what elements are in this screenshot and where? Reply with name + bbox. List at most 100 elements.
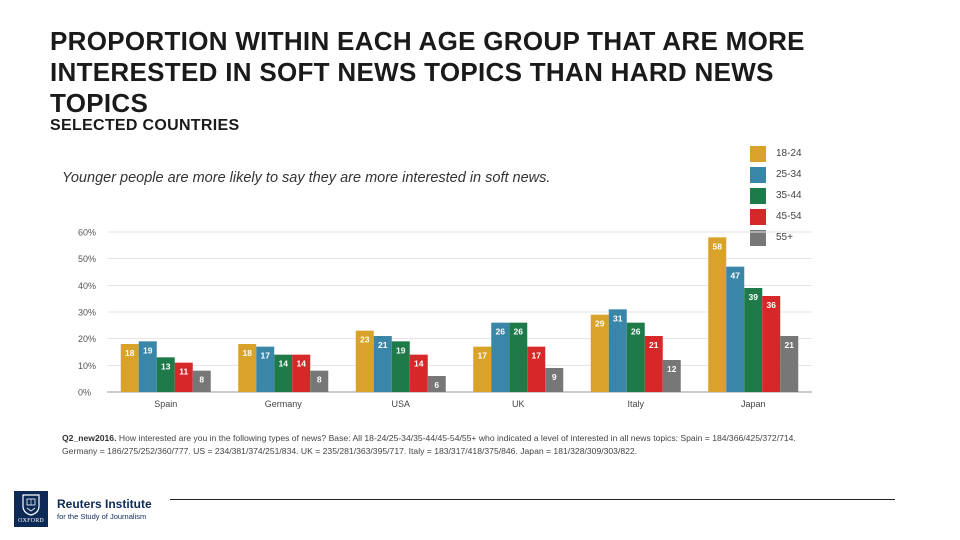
bar: [192, 370, 211, 392]
data-label: 11: [179, 367, 188, 377]
logo-subtitle: for the Study of Journalism: [57, 512, 147, 521]
bar: [174, 362, 193, 392]
bar: [427, 376, 446, 392]
x-category-label: USA: [391, 399, 410, 409]
data-label: 18: [243, 348, 253, 358]
x-category-label: UK: [512, 399, 525, 409]
data-label: 14: [414, 359, 424, 369]
bar: [491, 322, 510, 392]
bar: [590, 314, 609, 392]
data-label: 26: [514, 327, 524, 337]
data-label: 36: [767, 300, 777, 310]
x-category-label: Italy: [627, 399, 644, 409]
data-label: 21: [649, 340, 659, 350]
legend-item: 45-54: [750, 206, 802, 227]
y-tick-label: 20%: [78, 334, 96, 344]
bar: [256, 346, 275, 392]
legend-item: 18-24: [750, 143, 802, 164]
chart-title: PROPORTION WITHIN EACH AGE GROUP THAT AR…: [50, 26, 805, 118]
y-tick-label: 10%: [78, 361, 96, 371]
data-label: 29: [595, 319, 605, 329]
y-tick-label: 40%: [78, 281, 96, 291]
legend-swatch: [750, 166, 766, 183]
legend-item: 35-44: [750, 185, 802, 206]
bar: [626, 322, 645, 392]
data-label: 23: [360, 335, 370, 345]
bar: [373, 336, 392, 392]
data-label: 21: [785, 340, 795, 350]
data-label: 26: [631, 327, 641, 337]
footnote-text: How interested are you in the following …: [62, 433, 796, 456]
legend-item: 55+: [750, 227, 802, 248]
legend-swatch: [750, 187, 766, 204]
bar: [608, 309, 627, 392]
data-label: 31: [613, 313, 623, 323]
data-label: 6: [434, 380, 439, 390]
bar: [120, 344, 139, 392]
legend-swatch: [750, 229, 766, 246]
data-label: 58: [713, 241, 723, 251]
legend-label: 45-54: [776, 211, 802, 222]
data-label: 8: [317, 375, 322, 385]
chart-legend: 18-24 25-34 35-44 45-54 55+: [750, 143, 802, 248]
bar: [292, 354, 311, 392]
logo-name: Reuters Institute: [57, 497, 152, 511]
x-category-label: Germany: [265, 399, 303, 409]
bar: [780, 336, 799, 392]
bar: [545, 368, 564, 392]
data-label: 13: [161, 361, 171, 371]
reuters-institute-logo: OXFORD Reuters Institute for the Study o…: [14, 491, 152, 527]
bar: [509, 322, 528, 392]
data-label: 8: [199, 375, 204, 385]
data-label: 18: [125, 348, 135, 358]
bar: [274, 354, 293, 392]
x-category-label: Spain: [154, 399, 177, 409]
chart-note: Younger people are more likely to say th…: [62, 170, 551, 186]
y-tick-label: 50%: [78, 254, 96, 264]
data-label: 21: [378, 340, 388, 350]
bar: [355, 330, 374, 392]
bar: [391, 341, 410, 392]
data-label: 47: [731, 271, 741, 281]
bottom-divider: [170, 499, 895, 500]
data-label: 26: [496, 327, 506, 337]
bar: [726, 266, 745, 392]
bar: [156, 357, 175, 392]
y-tick-label: 30%: [78, 308, 96, 318]
legend-label: 25-34: [776, 169, 802, 180]
bar: [138, 341, 157, 392]
x-category-label: Japan: [741, 399, 766, 409]
bar: [644, 336, 663, 392]
data-label: 9: [552, 372, 557, 382]
data-label: 19: [396, 345, 406, 355]
legend-swatch: [750, 145, 766, 162]
bar: [527, 346, 546, 392]
oxford-crest-icon: OXFORD: [14, 491, 48, 527]
data-label: 14: [297, 359, 307, 369]
y-tick-label: 60%: [78, 228, 96, 238]
legend-label: 18-24: [776, 148, 802, 159]
bar: [762, 296, 781, 392]
y-tick-label: 0%: [78, 388, 91, 398]
footnote: Q2_new2016. How interested are you in th…: [62, 432, 822, 458]
legend-swatch: [750, 208, 766, 225]
data-label: 39: [749, 292, 759, 302]
legend-label: 55+: [776, 232, 793, 243]
footnote-label: Q2_new2016.: [62, 433, 117, 443]
bar: [473, 346, 492, 392]
chart-subtitle: SELECTED COUNTRIES: [50, 117, 240, 134]
bar: [238, 344, 257, 392]
bar: [409, 354, 428, 392]
data-label: 17: [478, 351, 488, 361]
data-label: 12: [667, 364, 677, 374]
bar: [744, 288, 763, 392]
data-label: 19: [143, 345, 153, 355]
bar: [310, 370, 329, 392]
crest-word: OXFORD: [18, 518, 44, 524]
legend-item: 25-34: [750, 164, 802, 185]
bar: [662, 360, 681, 392]
data-label: 17: [261, 351, 271, 361]
data-label: 14: [279, 359, 289, 369]
legend-label: 35-44: [776, 190, 802, 201]
